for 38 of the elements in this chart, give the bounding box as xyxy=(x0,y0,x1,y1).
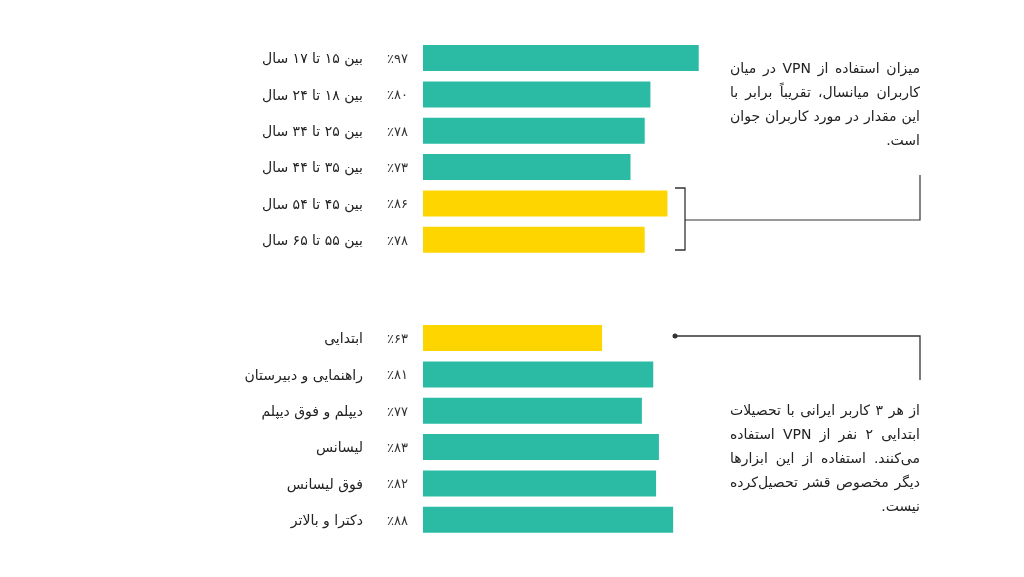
data-label: ٪۷۸ xyxy=(387,123,409,139)
y-tick-label: ابتدایی xyxy=(324,330,363,347)
bar xyxy=(423,190,668,217)
bar xyxy=(423,154,631,181)
bar xyxy=(423,45,699,72)
bar xyxy=(423,226,645,253)
y-tick-label: بین ۲۵ تا ۳۴ سال xyxy=(261,122,363,140)
y-tick-label: دیپلم و فوق دیپلم xyxy=(261,402,363,420)
y-tick-label: فوق لیسانس xyxy=(286,475,363,493)
data-label: ٪۸۲ xyxy=(387,476,409,492)
bar xyxy=(423,397,642,424)
bar xyxy=(423,81,651,108)
y-tick-label: دکترا و بالاتر xyxy=(289,511,363,529)
bar xyxy=(423,434,659,461)
y-tick-label: بین ۱۵ تا ۱۷ سال xyxy=(261,50,363,68)
y-tick-label: بین ۵۵ تا ۶۵ سال xyxy=(261,231,363,249)
data-label: ٪۸۰ xyxy=(387,87,408,103)
data-label: ٪۹۷ xyxy=(387,51,409,67)
data-label: ٪۸۸ xyxy=(387,512,409,528)
y-tick-label: بین ۴۵ تا ۵۴ سال xyxy=(261,195,363,213)
bar xyxy=(423,361,654,388)
data-label: ٪۷۸ xyxy=(387,232,409,248)
data-label: ٪۸۶ xyxy=(387,196,408,212)
data-label: ٪۶۳ xyxy=(387,331,409,347)
text: از هر ۳ کاربر ایرانی با تحصیلات ابتدایی ۲ نفر از VPN استفاده می‌کنند. استفاده از این ابزارها دیگر مخصوص قشر تحصیل‌کرده نیست. xyxy=(730,401,920,516)
bar xyxy=(423,470,657,497)
data-label: ٪۷۷ xyxy=(387,403,409,419)
bar xyxy=(423,325,603,352)
data-label: ٪۷۳ xyxy=(387,160,409,176)
y-tick-label: لیسانس xyxy=(316,439,363,457)
y-tick-label: بین ۱۸ تا ۲۴ سال xyxy=(261,86,363,104)
bar xyxy=(423,117,645,144)
text: میزان استفاده از VPN در میان کاربران میانسال، تقریباً برابر با این مقدار در مورد کاربران جوان است. xyxy=(730,59,920,150)
y-tick-label: راهنمایی و دبیرستان xyxy=(244,366,363,384)
data-label: ٪۸۳ xyxy=(387,440,409,456)
data-label: ٪۸۱ xyxy=(387,367,408,383)
y-tick-label: بین ۳۵ تا ۴۴ سال xyxy=(261,159,363,177)
bar xyxy=(423,506,674,533)
